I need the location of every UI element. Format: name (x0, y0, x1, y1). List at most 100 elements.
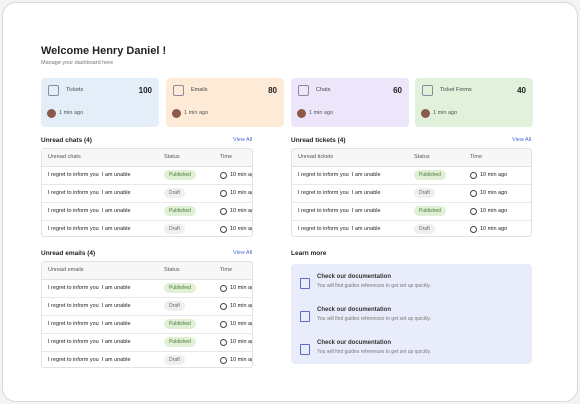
time: 10 min ago (230, 285, 252, 291)
table-header (292, 149, 531, 167)
row-divider (42, 315, 252, 316)
learn-more-box: Check our documentation You will find gui… (291, 264, 532, 364)
doc-title[interactable]: Check our documentation (317, 274, 392, 280)
view-all-link[interactable]: View All (233, 250, 253, 256)
column-header: Unread emails (48, 267, 84, 273)
status-badge: Published (164, 170, 196, 180)
avatar (172, 109, 181, 118)
section-title: Unread emails (4) (41, 250, 96, 257)
column-header: Unread chats (48, 154, 81, 160)
status-badge: Draft (414, 188, 435, 198)
table: Unread emails Status Time I regret to infor… (41, 261, 253, 368)
status-badge: Draft (164, 301, 185, 311)
clock-icon (470, 226, 477, 233)
stat-icon (422, 85, 433, 96)
time: 10 min ago (230, 172, 252, 178)
time: 10 min ago (230, 208, 252, 214)
message: I regret to inform you I am unable (48, 190, 131, 196)
row-divider (292, 220, 531, 221)
clock-icon (470, 172, 477, 179)
doc-title[interactable]: Check our documentation (317, 307, 392, 313)
section-title: Learn more (291, 250, 327, 257)
stat-card: Emails 80 1 min ago (166, 78, 284, 127)
section-title: Unread chats (4) (41, 137, 92, 144)
row-divider (292, 184, 531, 185)
status-badge: Published (164, 337, 196, 347)
avatar (47, 109, 56, 118)
status-badge: Published (164, 283, 196, 293)
clock-icon (220, 285, 227, 292)
stat-label: Emails (191, 87, 208, 93)
message: I regret to inform you I am unable (48, 208, 131, 214)
stat-card: Tickets 100 1 min ago (41, 78, 159, 127)
column-header: Status (164, 267, 180, 273)
status-badge: Published (164, 206, 196, 216)
time: 10 min ago (480, 226, 508, 232)
message: I regret to inform you I am unable (298, 226, 381, 232)
time: 10 min ago (230, 226, 252, 232)
status-badge: Published (414, 206, 446, 216)
stat-icon (48, 85, 59, 96)
stat-value: 100 (138, 86, 152, 95)
time: 10 min ago (230, 357, 252, 363)
stat-time: 1 min ago (59, 110, 84, 116)
status-badge: Draft (164, 224, 185, 234)
doc-icon (300, 278, 310, 289)
doc-description: You will find guides references to get s… (317, 349, 431, 355)
table: Unread tickets Status Time I regret to info… (291, 148, 532, 237)
doc-icon (300, 311, 310, 322)
stat-card: Chats 60 1 min ago (291, 78, 409, 127)
table-header (42, 262, 252, 280)
row-divider (42, 202, 252, 203)
row-divider (42, 220, 252, 221)
clock-icon (470, 190, 477, 197)
status-badge: Published (164, 319, 196, 329)
stat-value: 40 (517, 86, 526, 95)
stat-value: 60 (393, 86, 402, 95)
column-header: Status (164, 154, 180, 160)
clock-icon (470, 208, 477, 215)
view-all-link[interactable]: View All (233, 137, 253, 143)
clock-icon (220, 190, 227, 197)
time: 10 min ago (480, 172, 508, 178)
stat-time: 1 min ago (184, 110, 209, 116)
stat-card: Ticket Forms 40 1 min ago (415, 78, 533, 127)
clock-icon (220, 172, 227, 179)
time: 10 min ago (230, 190, 252, 196)
time: 10 min ago (230, 321, 252, 327)
avatar (297, 109, 306, 118)
clock-icon (220, 321, 227, 328)
column-header: Unread tickets (298, 154, 334, 160)
status-badge: Draft (164, 188, 185, 198)
doc-title[interactable]: Check our documentation (317, 340, 392, 346)
doc-description: You will find guides references to get s… (317, 316, 431, 322)
stat-time: 1 min ago (433, 110, 458, 116)
doc-icon (300, 344, 310, 355)
time: 10 min ago (230, 339, 252, 345)
row-divider (42, 333, 252, 334)
column-header: Time (220, 267, 233, 273)
message: I regret to inform you I am unable (48, 285, 131, 291)
stat-icon (298, 85, 309, 96)
time: 10 min ago (480, 208, 508, 214)
page-subtitle: Manage your dashboard here (41, 60, 114, 66)
section-title: Unread tickets (4) (291, 137, 346, 144)
message: I regret to inform you I am unable (298, 190, 381, 196)
message: I regret to inform you I am unable (298, 208, 381, 214)
stat-time: 1 min ago (309, 110, 334, 116)
stat-label: Ticket Forms (440, 87, 472, 93)
clock-icon (220, 339, 227, 346)
status-badge: Published (414, 170, 446, 180)
message: I regret to inform you I am unable (48, 357, 131, 363)
avatar (421, 109, 430, 118)
row-divider (292, 202, 531, 203)
row-divider (42, 351, 252, 352)
status-badge: Draft (414, 224, 435, 234)
time: 10 min ago (480, 190, 508, 196)
time: 10 min ago (230, 303, 252, 309)
message: I regret to inform you I am unable (48, 303, 131, 309)
column-header: Status (414, 154, 430, 160)
view-all-link[interactable]: View All (512, 137, 532, 143)
message: I regret to inform you I am unable (48, 172, 131, 178)
table-header (42, 149, 252, 167)
